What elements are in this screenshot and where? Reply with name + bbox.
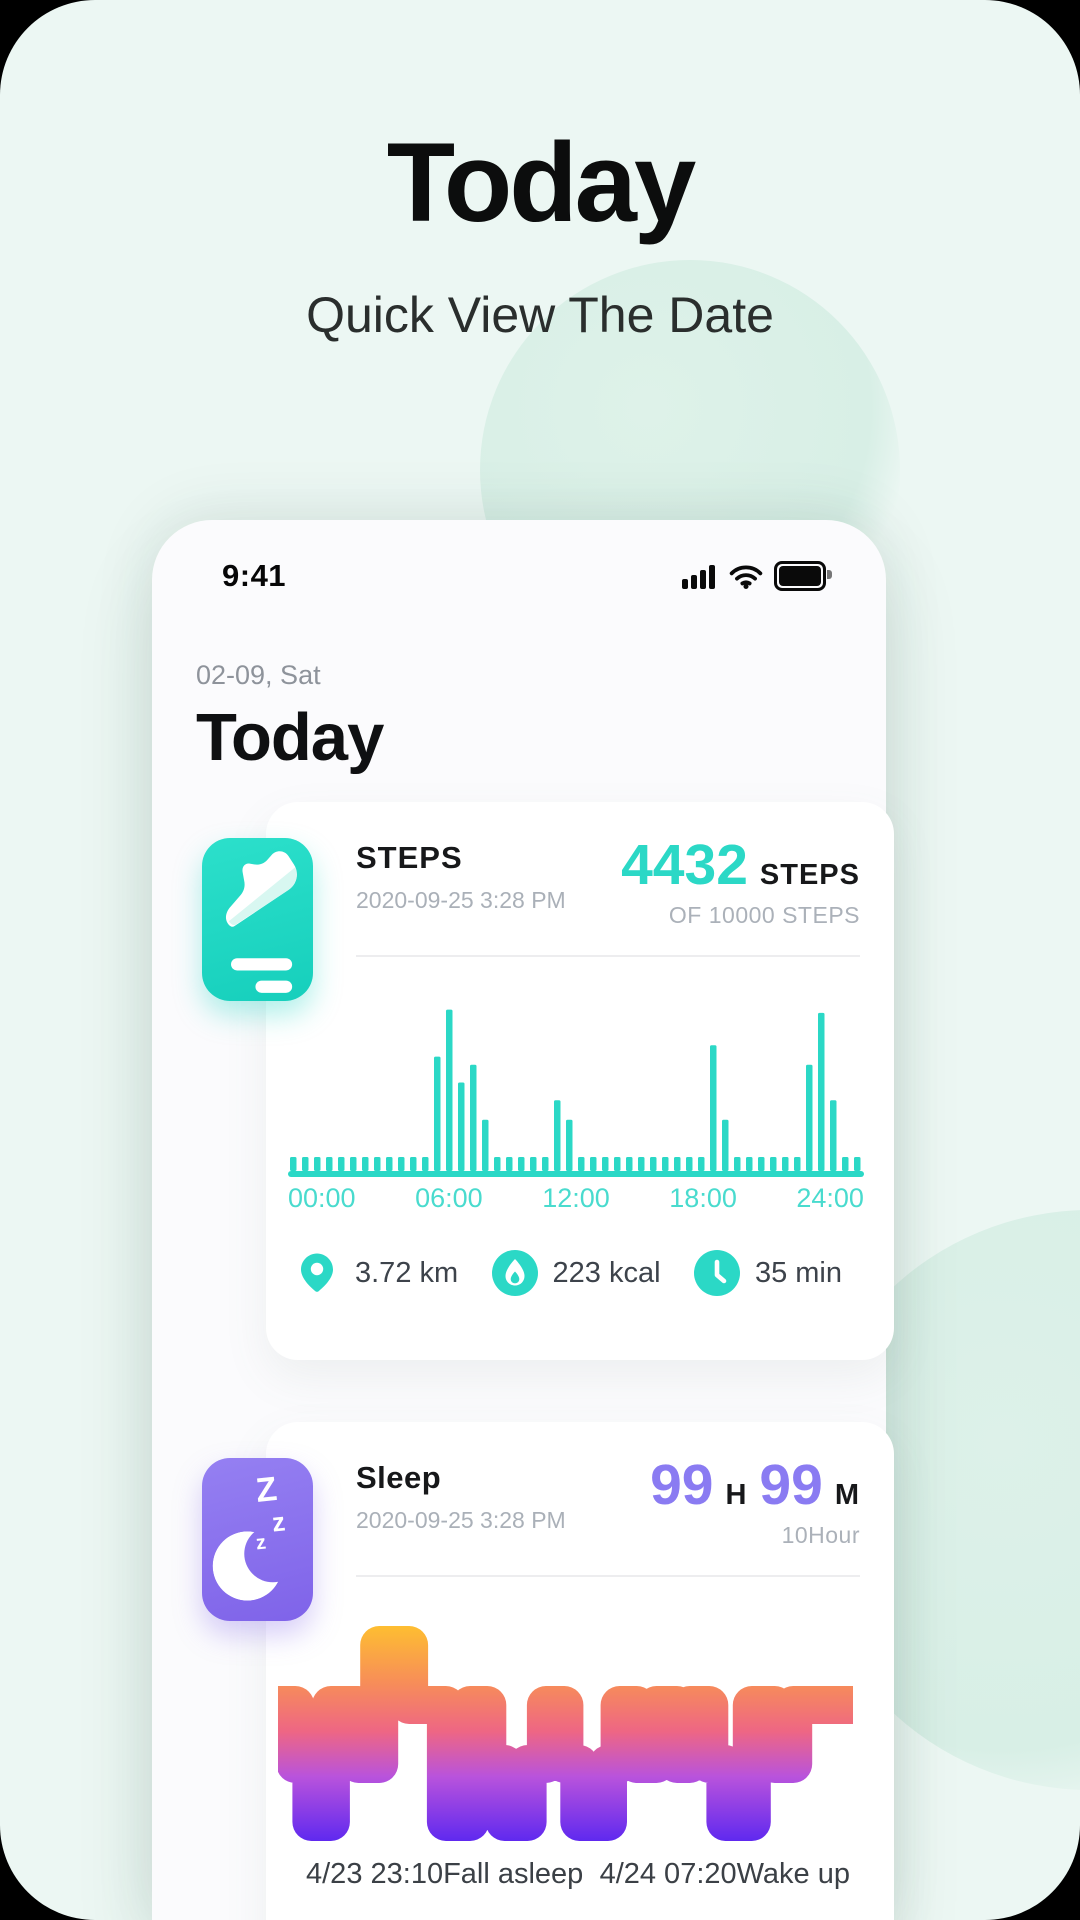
flame-icon	[491, 1250, 538, 1296]
steps-card-timestamp: 2020-09-25 3:28 PM	[356, 887, 566, 913]
sleep-time-labels: 4/23 23:10Fall asleep 4/24 07:20Wake up	[306, 1858, 850, 1891]
sneaker-icon	[225, 851, 297, 993]
steps-card-header: STEPS 2020-09-25 3:28 PM 4432 STEPS OF 1…	[266, 802, 894, 929]
zzz-glyph: z	[270, 1505, 287, 1538]
zzz-glyph: Z	[254, 1469, 280, 1510]
clock-icon	[693, 1250, 740, 1296]
steps-stats-row: 3.72 km 223 kcal 35 min	[266, 1250, 894, 1296]
sleep-app-icon: Z z z	[202, 1458, 313, 1621]
location-pin-icon	[301, 1253, 333, 1292]
date-header: 02-09, Sat Today	[196, 660, 384, 776]
sleep-card-title: Sleep	[356, 1460, 442, 1495]
steps-card-title: STEPS	[356, 840, 463, 875]
page-title: Today	[386, 120, 697, 245]
steps-axis-labels: 00:00 06:00 12:00 18:00 24:00	[288, 1183, 864, 1214]
sleep-card[interactable]: Sleep 2020-09-25 3:28 PM 99 H 99 M 10Hou…	[266, 1422, 894, 1920]
status-time: 9:41	[222, 558, 287, 593]
duration-stat: 35 min	[693, 1250, 842, 1296]
calories-stat: 223 kcal	[491, 1250, 661, 1296]
battery-icon	[774, 561, 832, 591]
moon-icon	[212, 1531, 282, 1601]
steps-card-divider	[356, 955, 860, 957]
duration-value: 35 min	[754, 1256, 842, 1289]
sleep-goal-label: 10Hour	[781, 1522, 860, 1548]
sleep-hours-value: 99	[650, 1453, 714, 1517]
steps-bar-chart	[288, 1009, 864, 1177]
axis-tick-label: 06:00	[415, 1183, 483, 1213]
status-icons	[682, 561, 832, 591]
axis-tick-label: 24:00	[796, 1183, 864, 1213]
sleep-chart-area	[278, 1619, 853, 1844]
sleep-card-divider	[356, 1575, 860, 1577]
steps-count-value: 4432	[621, 833, 748, 897]
steps-app-icon	[202, 838, 313, 1001]
steps-card[interactable]: STEPS 2020-09-25 3:28 PM 4432 STEPS OF 1…	[266, 802, 894, 1360]
page-subtitle: Quick View The Date	[306, 287, 774, 343]
axis-tick-label: 18:00	[669, 1183, 737, 1213]
axis-tick-label: 00:00	[288, 1183, 356, 1213]
sleep-card-timestamp: 2020-09-25 3:28 PM	[356, 1507, 566, 1533]
screen-title: Today	[196, 700, 384, 775]
distance-stat: 3.72 km	[294, 1250, 458, 1296]
steps-count-unit: STEPS	[759, 859, 860, 891]
distance-value: 3.72 km	[355, 1256, 459, 1289]
wifi-icon	[729, 565, 763, 589]
sleep-minutes-value: 99	[759, 1453, 823, 1517]
fall-asleep-label: 4/23 23:10Fall asleep	[306, 1858, 584, 1890]
cellular-signal-icon	[682, 565, 715, 589]
sleep-hours-unit: H	[725, 1479, 748, 1511]
steps-chart-area	[288, 991, 864, 1181]
steps-goal-label: OF 10000 STEPS	[668, 902, 860, 928]
status-bar: 9:41	[152, 520, 886, 594]
sleep-minutes-unit: M	[834, 1479, 860, 1511]
calories-value: 223 kcal	[552, 1256, 661, 1289]
date-label: 02-09, Sat	[196, 660, 321, 690]
axis-tick-label: 12:00	[542, 1183, 610, 1213]
sleep-stage-chart	[278, 1626, 853, 1841]
sleep-card-header: Sleep 2020-09-25 3:28 PM 99 H 99 M 10Hou…	[266, 1422, 894, 1549]
wake-up-label: 4/24 07:20Wake up	[599, 1858, 850, 1890]
phone-mockup: 9:41 02-09, Sat Today	[152, 520, 894, 1920]
